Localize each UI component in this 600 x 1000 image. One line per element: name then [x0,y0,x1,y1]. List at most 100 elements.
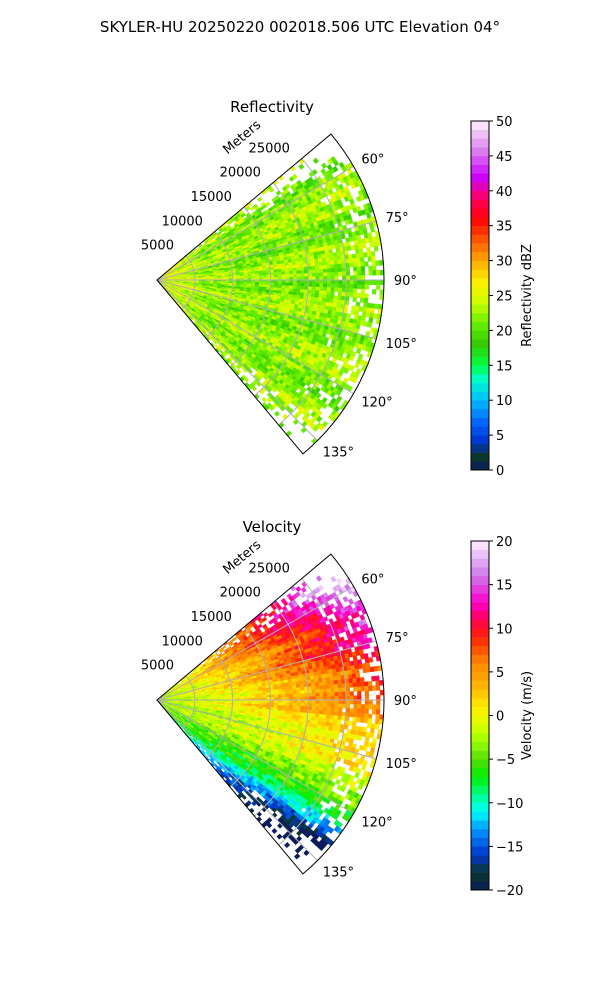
reflectivity-field-cell [311,269,316,274]
reflectivity-field-cell [357,275,362,281]
reflectivity-field-cell [349,288,354,294]
reflectivity-field-cell [251,273,256,277]
reflectivity-field-cell [251,275,256,279]
reflectivity-field-cell [296,288,301,293]
reflectivity-field-cell [288,267,294,272]
reflectivity-field-cell [273,271,279,276]
reflectivity-field-cell [338,271,343,277]
reflectivity-field-cell [366,246,372,253]
reflectivity-field-cell [337,263,343,269]
reflectivity-field-cell [353,275,358,281]
reflectivity-colorbar-tick: 45 [496,150,513,165]
reflectivity-colorbar-band [471,234,489,244]
reflectivity-field-cell [318,258,323,263]
reflectivity-field-cell [270,282,275,286]
reflectivity-field-cell [360,261,365,267]
reflectivity-field-cell [338,287,343,293]
reflectivity-field-cell [288,270,294,275]
reflectivity-colorbar-band [471,417,489,427]
reflectivity-field-cell [300,270,305,274]
reflectivity-radial-tick: 5000 [141,239,174,254]
reflectivity-colorbar-band [471,129,489,139]
reflectivity-field-cell [289,273,294,278]
reflectivity-colorbar-band [471,182,489,192]
velocity-title: Velocity [243,518,302,536]
reflectivity-field-cell [296,267,301,272]
reflectivity-field-cell [342,275,347,281]
reflectivity-colorbar-tick: 0 [496,464,504,479]
reflectivity-field-cell [288,285,294,290]
reflectivity-angle-tick: 75° [386,211,409,226]
reflectivity-colorbar-tick: 15 [496,359,513,374]
reflectivity-colorbar-band [471,216,489,226]
velocity-panel: Velocity 5000 10000 15000 20000 25000 Me… [141,518,535,899]
reflectivity-field-cell [255,281,260,285]
reflectivity-field-cell [318,293,324,299]
reflectivity-field-cell [322,287,328,292]
reflectivity-field-cell [288,288,294,293]
reflectivity-colorbar-ticks: 0 5 10 15 20 25 30 35 40 45 50 Reflectiv… [496,115,535,479]
reflectivity-field-cell [330,283,335,288]
reflectivity-field-cell [292,270,298,275]
reflectivity-radial-tick: 15000 [191,190,232,205]
reflectivity-colorbar-band [471,260,489,270]
reflectivity-field-cell [329,256,334,262]
reflectivity-colorbar-tick: 50 [496,115,513,130]
reflectivity-field-cell [312,157,319,164]
reflectivity-field-cell [323,279,328,284]
reflectivity-field-cell [358,248,364,254]
reflectivity-field-cell [333,299,338,304]
reflectivity-colorbar-tick: 40 [496,185,513,200]
reflectivity-field-cell [319,272,324,277]
reflectivity-field-cell [277,285,282,289]
reflectivity-radial-tick: 25000 [249,141,290,156]
reflectivity-field-cell [311,283,317,288]
reflectivity-angle-tick: 120° [361,395,392,410]
reflectivity-field-cell [311,276,317,281]
reflectivity-field-cell [292,285,298,290]
reflectivity-field-cell [368,265,373,271]
reflectivity-field-cell [315,269,320,274]
reflectivity-field-cell [284,265,290,270]
reflectivity-field-cell [354,310,360,316]
reflectivity-field-cell [239,275,245,279]
reflectivity-field-cell [330,279,336,285]
reflectivity-field-cell [273,410,280,417]
reflectivity-field-cell [338,267,343,273]
reflectivity-field-cell [326,283,332,288]
reflectivity-field-cell [367,321,373,328]
reflectivity-field-cell [255,275,260,279]
reflectivity-field-cell [314,262,320,267]
reflectivity-field-cell [348,254,353,260]
reflectivity-field-cell [337,291,343,297]
reflectivity-colorbar-tick: 35 [496,220,513,235]
reflectivity-colorbar-band [471,365,489,375]
reflectivity-field-cell [311,289,316,295]
reflectivity-colorbar-band [471,452,489,462]
reflectivity-field-cell [322,261,327,266]
reflectivity-field-cell [273,269,279,273]
reflectivity-field-cell [379,279,385,286]
reflectivity-field-cell [295,264,301,269]
reflectivity-field-cell [236,276,241,279]
reflectivity-field-cell [258,282,264,285]
reflectivity-field-cell [376,270,381,276]
reflectivity-field-cell [367,232,373,239]
reflectivity-field-cell [262,275,267,278]
reflectivity-field-cell [364,293,369,299]
reflectivity-field-cell [319,283,324,288]
reflectivity-field-cell [333,295,339,300]
reflectivity-field-cell [337,259,342,265]
reflectivity-colorbar-band [471,138,489,148]
reflectivity-field-cell [315,290,320,295]
reflectivity-field-cell [353,279,358,285]
reflectivity-colorbar-band [471,243,489,253]
reflectivity-colorbar-label: Reflectivity dBZ [520,244,535,347]
reflectivity-field-cell [254,273,260,276]
reflectivity-field-cell [257,196,263,202]
reflectivity-field-cell [319,276,324,281]
reflectivity-field-cell [277,268,282,273]
reflectivity-field-cell [318,261,324,267]
reflectivity-field-cell [371,260,377,267]
